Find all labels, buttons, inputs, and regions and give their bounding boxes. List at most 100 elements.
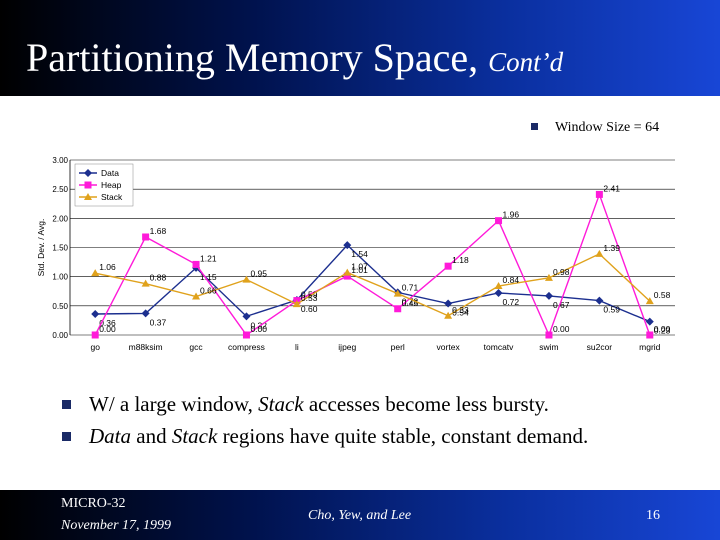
stack-point xyxy=(393,289,402,297)
heap-data-label: 0.00 xyxy=(250,324,267,334)
footer-bar xyxy=(0,490,720,540)
data-point xyxy=(242,312,251,321)
square-bullet-icon xyxy=(62,400,71,409)
data-point xyxy=(141,309,150,318)
y-tick-label: 1.00 xyxy=(52,273,68,282)
heap-data-label: 1.96 xyxy=(503,210,520,220)
heap-data-label: 1.21 xyxy=(200,253,217,263)
heap-data-label: 0.45 xyxy=(402,298,419,308)
stack-data-label: 1.39 xyxy=(603,243,620,253)
legend-stack-marker xyxy=(84,193,92,200)
y-tick-label: 0.50 xyxy=(52,302,68,311)
stack-point xyxy=(343,268,352,276)
stack-point xyxy=(91,269,100,277)
stack-point xyxy=(645,297,654,305)
stack-point xyxy=(242,275,251,283)
data-point xyxy=(494,289,503,297)
footer-venue-block: MICRO-32 November 17, 1999 xyxy=(61,493,171,537)
data-data-label: 0.60 xyxy=(301,304,318,314)
x-tick-label: mgrid xyxy=(639,342,661,352)
window-size-note: Window Size = 64 xyxy=(531,120,659,136)
stack-point xyxy=(292,300,301,308)
slide-title-main: Partitioning Memory Space, xyxy=(26,35,479,80)
heap-data-label: 0.00 xyxy=(99,324,116,334)
bullet-2-text: Data and Stack regions have quite stable… xyxy=(89,424,588,449)
heap-data-label: 0.00 xyxy=(553,324,570,334)
data-point xyxy=(544,291,553,300)
x-tick-label: perl xyxy=(391,342,405,352)
stack-data-label: 0.58 xyxy=(654,290,671,300)
y-tick-label: 1.50 xyxy=(52,244,68,253)
bullet-2-em2: Stack xyxy=(171,424,218,448)
burstiness-chart: 0.00 0.50 1.00 1.50 2.00 2.50 3.00 Std. Dev. / … xyxy=(36,156,675,352)
legend-stack-label: Stack xyxy=(101,192,123,202)
legend-data-marker xyxy=(84,169,92,177)
legend-data-label: Data xyxy=(101,168,119,178)
heap-point xyxy=(142,233,150,241)
heap-data-label: 1.18 xyxy=(452,255,469,265)
data-data-label: 0.36 xyxy=(99,318,116,328)
stack-point xyxy=(595,249,604,257)
stack-data-label: 0.98 xyxy=(553,267,570,277)
x-tick-label: li xyxy=(295,342,299,352)
x-tick-label: go xyxy=(90,342,100,352)
data-data-label: 1.15 xyxy=(200,272,217,282)
heap-point xyxy=(495,217,503,225)
heap-data-label: 1.68 xyxy=(150,226,167,236)
data-data-label: 0.73 xyxy=(402,296,419,306)
data-data-label: 0.59 xyxy=(603,305,620,315)
bullet-2-em1: Data xyxy=(89,424,131,448)
heap-data-label: 1.01 xyxy=(351,265,368,275)
slide-title-suffix: Cont’d xyxy=(488,47,564,77)
heap-series-line xyxy=(94,192,651,337)
x-tick-label: compress xyxy=(228,342,265,352)
stack-point xyxy=(444,311,453,319)
y-tick-label: 2.00 xyxy=(52,214,68,223)
data-data-label: 0.32 xyxy=(250,320,267,330)
x-tick-label: vortex xyxy=(437,342,461,352)
y-tick-label: 0.00 xyxy=(52,331,68,340)
data-data-label: 1.54 xyxy=(351,249,368,259)
bullet-1-text: W/ a large window, Stack accesses become… xyxy=(89,392,549,417)
data-point xyxy=(645,317,654,326)
heap-point xyxy=(192,260,200,268)
data-data-label: 0.72 xyxy=(503,297,520,307)
stack-data-label: 0.84 xyxy=(503,275,520,285)
data-data-label: 0.37 xyxy=(150,317,167,327)
data-data-label: 0.67 xyxy=(553,300,570,310)
bullet-2-post: regions have quite stable, constant dema… xyxy=(217,424,589,448)
y-axis-label: Std. Dev. / Avg. xyxy=(36,219,46,277)
legend-heap-marker xyxy=(84,181,92,189)
slide-title: Partitioning Memory Space, Cont’d xyxy=(26,34,563,81)
window-size-text: Window Size = 64 xyxy=(555,120,660,135)
data-point xyxy=(444,299,453,308)
stack-data-label: 1.07 xyxy=(351,262,368,272)
heap-point xyxy=(444,262,452,270)
heap-data-label: 0.00 xyxy=(654,324,671,334)
heap-point xyxy=(545,331,553,339)
heap-point xyxy=(91,331,99,339)
stack-data-label: 0.53 xyxy=(301,293,318,303)
footer-authors: Cho, Yew, and Lee xyxy=(308,508,412,523)
heap-point xyxy=(394,305,402,313)
x-tick-label: swim xyxy=(539,342,558,352)
page-number: 16 xyxy=(646,508,660,523)
y-tick-label: 3.00 xyxy=(52,156,68,165)
data-point xyxy=(343,241,352,250)
stack-data-label: 0.33 xyxy=(452,305,469,315)
heap-point xyxy=(343,272,351,280)
stack-point xyxy=(141,279,150,287)
stack-data-label: 0.66 xyxy=(200,286,217,296)
bullet-2-mid: and xyxy=(131,424,172,448)
stack-data-label: 1.06 xyxy=(99,262,116,272)
stack-point xyxy=(192,292,201,300)
y-tick-label: 2.50 xyxy=(52,185,68,194)
stack-point xyxy=(544,273,553,281)
heap-point xyxy=(646,331,654,339)
heap-point xyxy=(242,331,250,339)
legend-heap-label: Heap xyxy=(101,180,122,190)
x-tick-label: m88ksim xyxy=(129,342,163,352)
bullet-1-pre: W/ a large window, xyxy=(89,392,259,416)
footer-date: November 17, 1999 xyxy=(61,518,172,533)
stack-data-label: 0.88 xyxy=(150,273,167,283)
